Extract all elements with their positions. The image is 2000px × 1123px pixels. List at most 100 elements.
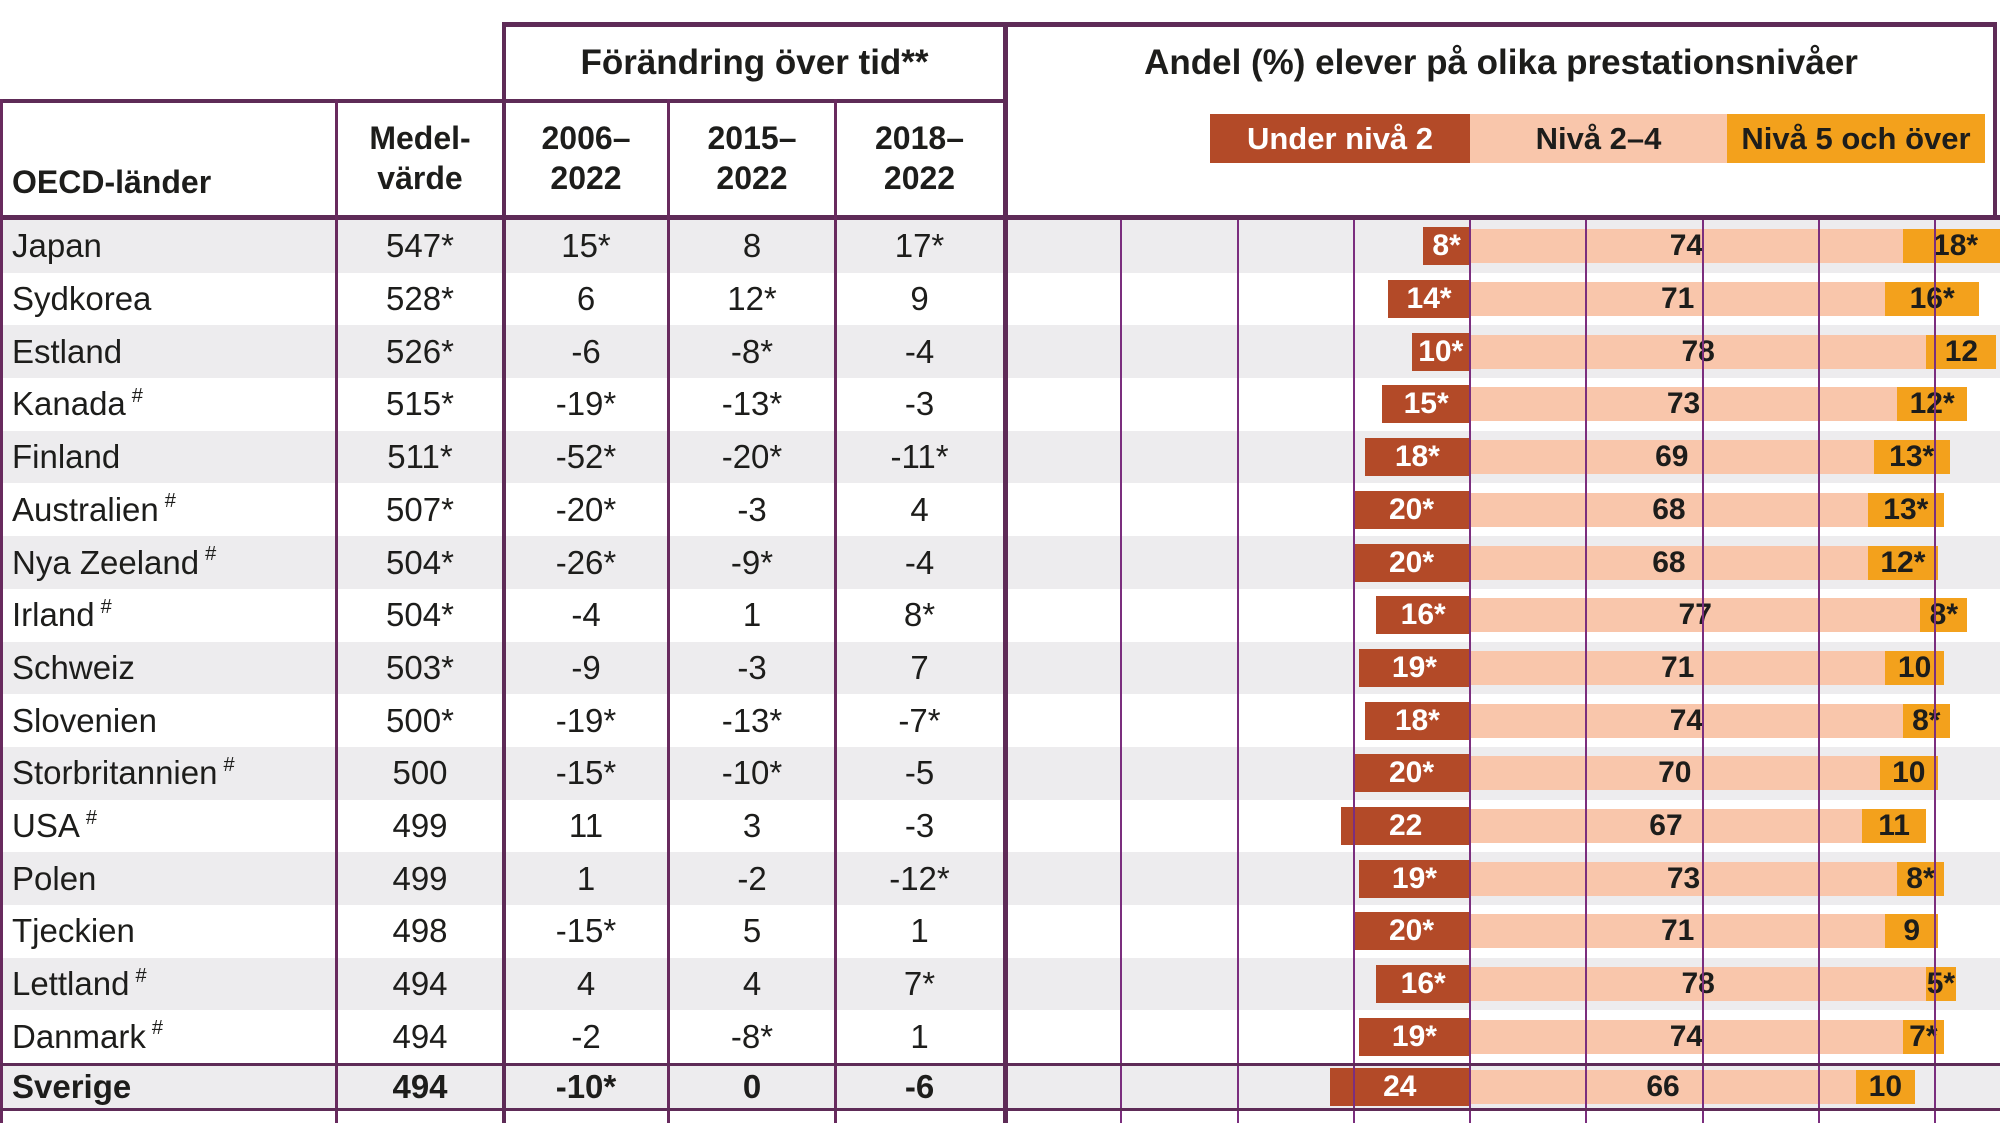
stacked-bar: 20* 68 12*: [1005, 536, 2000, 589]
table-row: Sydkorea 528* 6 12* 9 14* 71 16*: [0, 273, 2000, 326]
country-name: Sverige: [12, 1068, 132, 1105]
change-2006-2022: -4: [571, 596, 601, 634]
bar-level5-over: 11: [1861, 809, 1927, 844]
bar-level2-4: 73: [1470, 387, 1898, 422]
change-2015-2022: -3: [737, 490, 767, 528]
country-name: Finland: [12, 438, 121, 476]
stacked-bar: 19* 71 10: [1005, 642, 2000, 695]
bar-under-level2: 16*: [1376, 965, 1470, 1004]
mean-score: 499: [392, 859, 448, 897]
table-row: Irland # 504* -4 1 8* 16* 77 8*: [0, 589, 2000, 642]
mean-score: 499: [392, 807, 448, 845]
mean-score: 494: [392, 1068, 448, 1105]
country-name: Japan: [12, 227, 102, 265]
stacked-bar: 10* 78 12: [1005, 325, 2000, 378]
change-2018-2022: -12*: [889, 859, 950, 897]
footnote-hash: #: [151, 1017, 163, 1040]
change-2006-2022: 1: [576, 859, 596, 897]
bar-level2-4: 67: [1470, 809, 1862, 844]
chart-gridline: [1934, 220, 1936, 1123]
divider: [504, 22, 1997, 27]
change-2006-2022: -15*: [555, 912, 617, 950]
bar-under-level2: 18*: [1364, 438, 1470, 477]
country-name: Storbritannien #: [12, 753, 235, 792]
change-over-time-title: Förändring över tid**: [580, 43, 929, 82]
bar-level2-4: 69: [1470, 440, 1874, 475]
bar-level5-over: 12*: [1897, 387, 1968, 422]
change-2015-2022: -3: [737, 648, 767, 686]
change-2018-2022: -3: [904, 807, 935, 845]
change-2018-2022: -3: [904, 385, 935, 423]
stacked-bar: 19* 73 8*: [1005, 852, 2000, 905]
bar-level5-over: 9: [1885, 914, 1938, 949]
change-2015-2022: 0: [742, 1068, 762, 1105]
bar-level2-4: 74: [1470, 229, 1903, 264]
legend-level5-over: Nivå 5 och över: [1727, 114, 1985, 163]
mean-score: 500: [392, 754, 448, 792]
table-row: Finland 511* -52* -20* -11* 18* 69 13*: [0, 430, 2000, 484]
stacked-bar: 22 67 11: [1005, 800, 2000, 853]
mean-score: 503*: [386, 648, 454, 686]
change-2015-2022: -13*: [721, 385, 783, 423]
country-name: Kanada #: [12, 384, 143, 423]
chart-gridline: [1701, 220, 1704, 1123]
change-2006-2022: -10*: [555, 1068, 617, 1105]
country-name: Polen: [12, 859, 97, 897]
country-name: Nya Zeeland #: [12, 543, 217, 581]
column-header-2015-2022: 2015– 2022: [707, 120, 797, 196]
column-header-2018-2022: 2018– 2022: [875, 120, 964, 196]
bar-level5-over: 7*: [1902, 1019, 1944, 1054]
bar-level2-4: 68: [1470, 492, 1868, 527]
change-2015-2022: -20*: [721, 438, 783, 476]
chart-gridline: [1817, 220, 1820, 1123]
bar-level5-over: 16*: [1885, 282, 1979, 317]
change-2006-2022: 4: [576, 965, 596, 1003]
bar-under-level2: 24: [1329, 1068, 1470, 1106]
divider: [1993, 22, 1997, 220]
change-2015-2022: 4: [742, 965, 762, 1003]
stacked-bar: 16* 77 8*: [1005, 589, 2000, 642]
bar-level5-over: 5*: [1926, 967, 1956, 1002]
country-name: Slovenien: [12, 701, 157, 739]
bar-level2-4: 71: [1470, 914, 1886, 949]
table-row: Estland 526* -6 -8* -4 10* 78 12: [0, 325, 2000, 379]
change-2006-2022: 6: [576, 280, 596, 318]
table-row: USA # 499 11 3 -3 22 67 11: [0, 800, 2000, 853]
change-2006-2022: -26*: [555, 543, 617, 581]
change-2018-2022: -11*: [890, 438, 949, 476]
bar-level5-over: 13*: [1867, 492, 1944, 527]
change-2018-2022: 1: [910, 912, 929, 950]
change-2006-2022: -6: [571, 332, 601, 370]
mean-score: 507*: [386, 490, 454, 528]
country-name: Sydkorea: [12, 280, 152, 318]
column-header-2006-2022: 2006– 2022: [541, 120, 631, 196]
column-header-country: OECD-länder: [12, 164, 212, 200]
bar-under-level2: 8*: [1423, 227, 1470, 266]
mean-score: 494: [392, 965, 448, 1003]
table-row: Australien # 507* -20* -3 4 20* 68 13*: [0, 484, 2000, 537]
stacked-bar: 20* 71 9: [1005, 905, 2000, 958]
share-levels-title: Andel (%) elever på olika prestationsniv…: [1144, 43, 1858, 82]
stacked-bar: 19* 74 7*: [1005, 1011, 2000, 1064]
stacked-bar: 18* 69 13*: [1005, 431, 2000, 484]
bar-level5-over: 12: [1926, 334, 1997, 369]
country-name: Lettland #: [12, 964, 147, 1003]
footnote-hash: #: [100, 595, 112, 618]
divider: [667, 99, 670, 1123]
mean-score: 500*: [386, 701, 454, 739]
country-name: USA #: [12, 806, 97, 845]
change-2018-2022: -7*: [898, 701, 941, 739]
table-row: Polen 499 1 -2 -12* 19* 73 8*: [0, 852, 2000, 906]
table-row: Storbritannien # 500 -15* -10* -5 20* 70 …: [0, 747, 2000, 800]
change-2018-2022: 8*: [903, 596, 936, 634]
divider: [502, 22, 506, 1123]
change-2015-2022: 5: [742, 912, 762, 950]
country-name: Schweiz: [12, 648, 135, 686]
bar-level5-over: 8*: [1902, 703, 1950, 738]
bar-under-level2: 14*: [1388, 280, 1470, 319]
divider: [0, 1108, 2000, 1111]
bar-under-level2: 10*: [1411, 332, 1470, 371]
change-2006-2022: 11: [568, 807, 604, 845]
bar-under-level2: 16*: [1376, 596, 1470, 635]
chart-gridline: [1120, 220, 1123, 1123]
